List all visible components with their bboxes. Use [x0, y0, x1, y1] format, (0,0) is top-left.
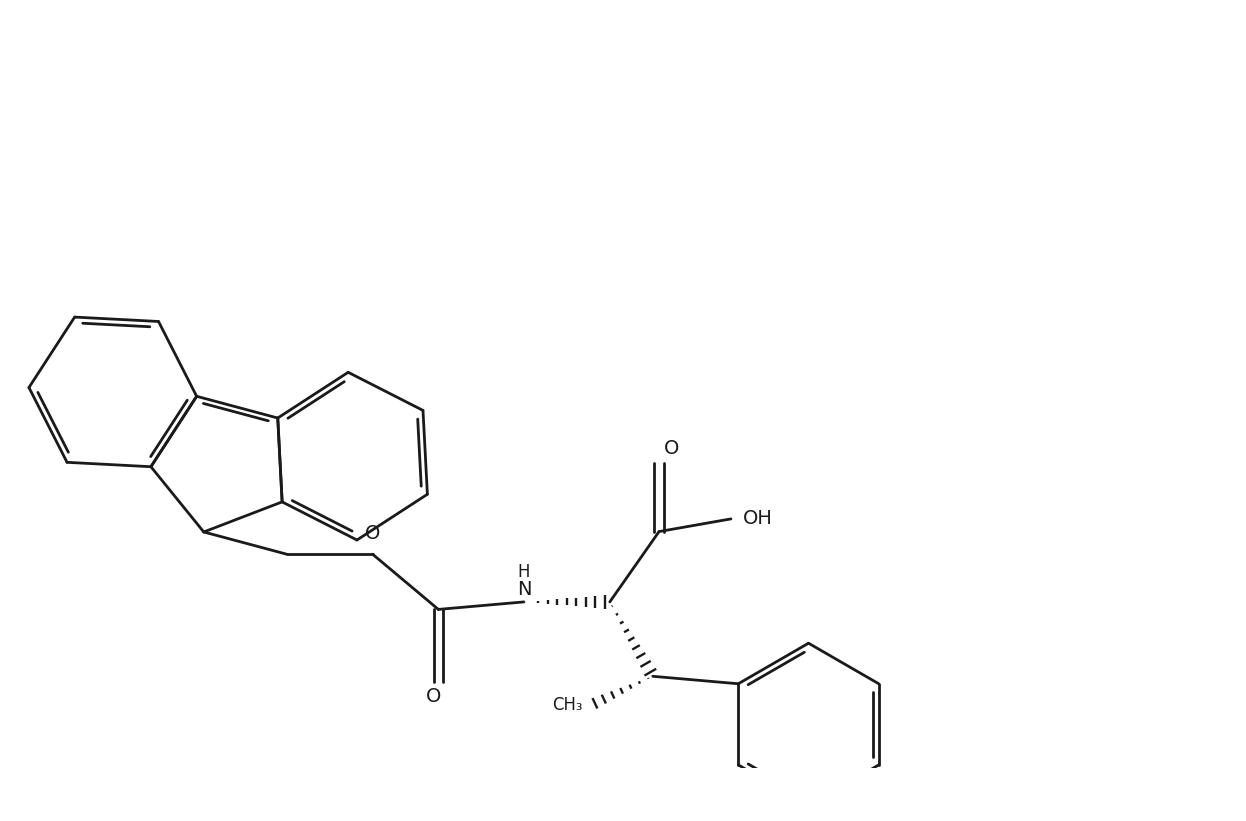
Text: OH: OH: [743, 509, 773, 529]
Text: N: N: [517, 580, 531, 599]
Text: O: O: [664, 439, 679, 458]
Text: H: H: [518, 563, 530, 581]
Text: O: O: [365, 524, 380, 543]
Text: CH₃: CH₃: [552, 696, 583, 714]
Text: O: O: [426, 687, 441, 706]
